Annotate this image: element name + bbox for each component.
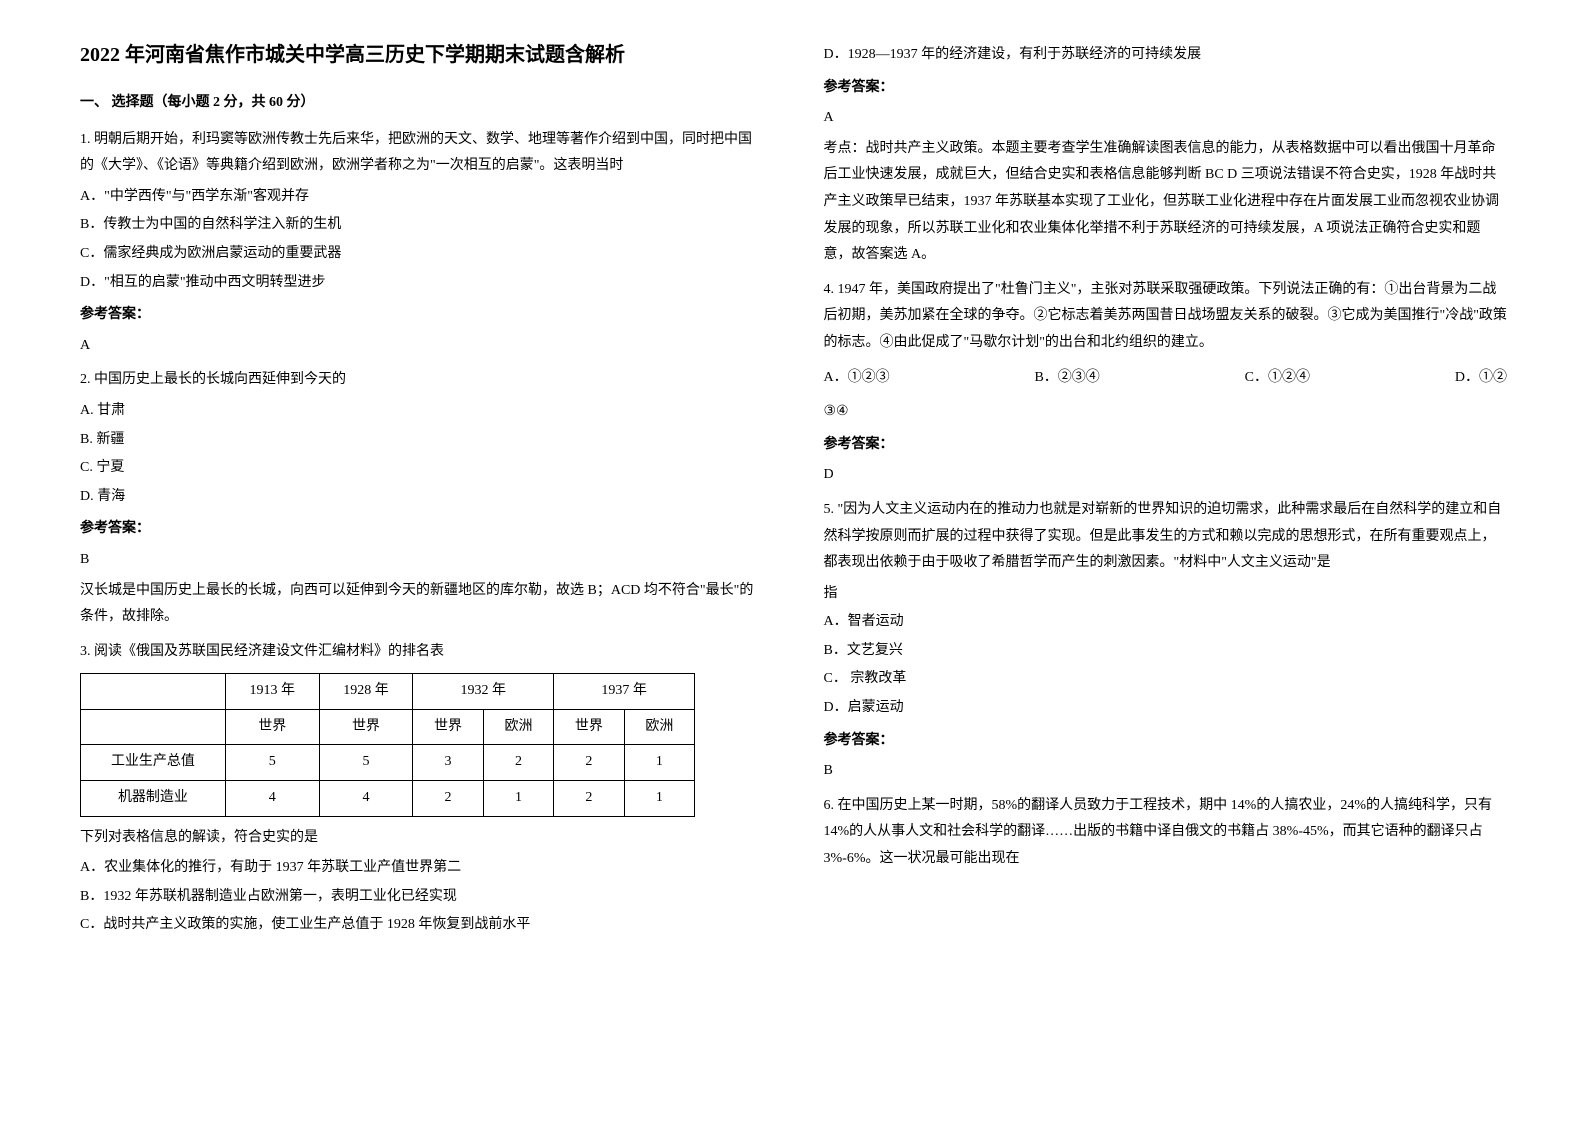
q3-table: 1913 年 1928 年 1932 年 1937 年 世界 世界 世界 欧洲 … [80,673,695,816]
q4-answer: D [824,462,1508,489]
q4-options-row: A．①②③ B．②③④ C．①②④ D．①② [824,365,1508,392]
table-cell: 2 [483,745,553,781]
table-cell: 欧洲 [483,709,553,745]
q2-answer-label: 参考答案： [80,516,764,543]
q4-option-c: C．①②④ [1245,365,1310,392]
q2-answer: B [80,547,764,574]
q4-option-b: B．②③④ [1034,365,1099,392]
table-cell: 3 [413,745,483,781]
q3-subtext: 下列对表格信息的解读，符合史实的是 [80,825,764,852]
left-column: 2022 年河南省焦作市城关中学高三历史下学期期末试题含解析 一、 选择题（每小… [50,40,794,1082]
q3-option-a: A．农业集体化的推行，有助于 1937 年苏联工业产值世界第二 [80,855,764,882]
table-cell: 机器制造业 [81,781,226,817]
q5-option-a: A．智者运动 [824,609,1508,636]
q5-answer: B [824,758,1508,785]
page-title: 2022 年河南省焦作市城关中学高三历史下学期期末试题含解析 [80,40,764,70]
table-cell: 2 [554,745,624,781]
q2-option-b: B. 新疆 [80,427,764,454]
q3-text: 3. 阅读《俄国及苏联国民经济建设文件汇编材料》的排名表 [80,639,764,666]
q1-option-b: B．传教士为中国的自然科学注入新的生机 [80,212,764,239]
table-cell: 世界 [554,709,624,745]
q1-answer: A [80,333,764,360]
q4-option-a: A．①②③ [824,365,890,392]
table-row: 机器制造业 4 4 2 1 2 1 [81,781,695,817]
table-cell: 1 [483,781,553,817]
table-cell: 世界 [225,709,319,745]
q3-option-b: B．1932 年苏联机器制造业占欧洲第一，表明工业化已经实现 [80,884,764,911]
table-cell: 4 [225,781,319,817]
q5-subtext: 指 [824,581,1508,608]
q3-option-d: D．1928—1937 年的经济建设，有利于苏联经济的可持续发展 [824,42,1508,69]
table-cell: 5 [225,745,319,781]
q4-text: 4. 1947 年，美国政府提出了"杜鲁门主义"，主张对苏联采取强硬政策。下列说… [824,277,1508,357]
table-cell: 世界 [413,709,483,745]
table-cell: 世界 [319,709,413,745]
right-column: D．1928—1937 年的经济建设，有利于苏联经济的可持续发展 参考答案： A… [794,40,1538,1082]
table-header-row-2: 世界 世界 世界 欧洲 世界 欧洲 [81,709,695,745]
table-cell: 2 [554,781,624,817]
table-cell: 2 [413,781,483,817]
q2-option-a: A. 甘肃 [80,398,764,425]
table-cell [81,674,226,710]
q4-option-d: D．①② [1455,365,1507,392]
table-cell: 1932 年 [413,674,554,710]
table-cell: 1913 年 [225,674,319,710]
table-cell: 1 [624,781,694,817]
q3-answer: A [824,105,1508,132]
table-cell: 1928 年 [319,674,413,710]
q6-text: 6. 在中国历史上某一时期，58%的翻译人员致力于工程技术，期中 14%的人搞农… [824,793,1508,873]
q3-answer-label: 参考答案： [824,75,1508,102]
q1-answer-label: 参考答案： [80,302,764,329]
q5-answer-label: 参考答案： [824,728,1508,755]
table-cell: 欧洲 [624,709,694,745]
q1-option-d: D．"相互的启蒙"推动中西文明转型进步 [80,270,764,297]
table-cell: 1 [624,745,694,781]
q2-explanation: 汉长城是中国历史上最长的长城，向西可以延伸到今天的新疆地区的库尔勒，故选 B；A… [80,578,764,631]
q1-option-c: C．儒家经典成为欧洲启蒙运动的重要武器 [80,241,764,268]
table-cell [81,709,226,745]
q3-explanation: 考点：战时共产主义政策。本题主要考查学生准确解读图表信息的能力，从表格数据中可以… [824,136,1508,269]
table-header-row-1: 1913 年 1928 年 1932 年 1937 年 [81,674,695,710]
q1-text: 1. 明朝后期开始，利玛窦等欧洲传教士先后来华，把欧洲的天文、数学、地理等著作介… [80,127,764,180]
table-cell: 工业生产总值 [81,745,226,781]
q4-option-d-cont: ③④ [824,399,1508,426]
q1-option-a: A．"中学西传"与"西学东渐"客观并存 [80,184,764,211]
q5-option-d: D．启蒙运动 [824,695,1508,722]
q5-text: 5. "因为人文主义运动内在的推动力也就是对崭新的世界知识的迫切需求，此种需求最… [824,497,1508,577]
q2-text: 2. 中国历史上最长的长城向西延伸到今天的 [80,367,764,394]
q2-option-d: D. 青海 [80,484,764,511]
table-row: 工业生产总值 5 5 3 2 2 1 [81,745,695,781]
table-cell: 4 [319,781,413,817]
section-header: 一、 选择题（每小题 2 分，共 60 分） [80,90,764,117]
q4-answer-label: 参考答案： [824,432,1508,459]
table-cell: 1937 年 [554,674,695,710]
q5-option-c: C． 宗教改革 [824,666,1508,693]
q3-option-c: C．战时共产主义政策的实施，使工业生产总值于 1928 年恢复到战前水平 [80,912,764,939]
q2-option-c: C. 宁夏 [80,455,764,482]
table-cell: 5 [319,745,413,781]
q5-option-b: B．文艺复兴 [824,638,1508,665]
